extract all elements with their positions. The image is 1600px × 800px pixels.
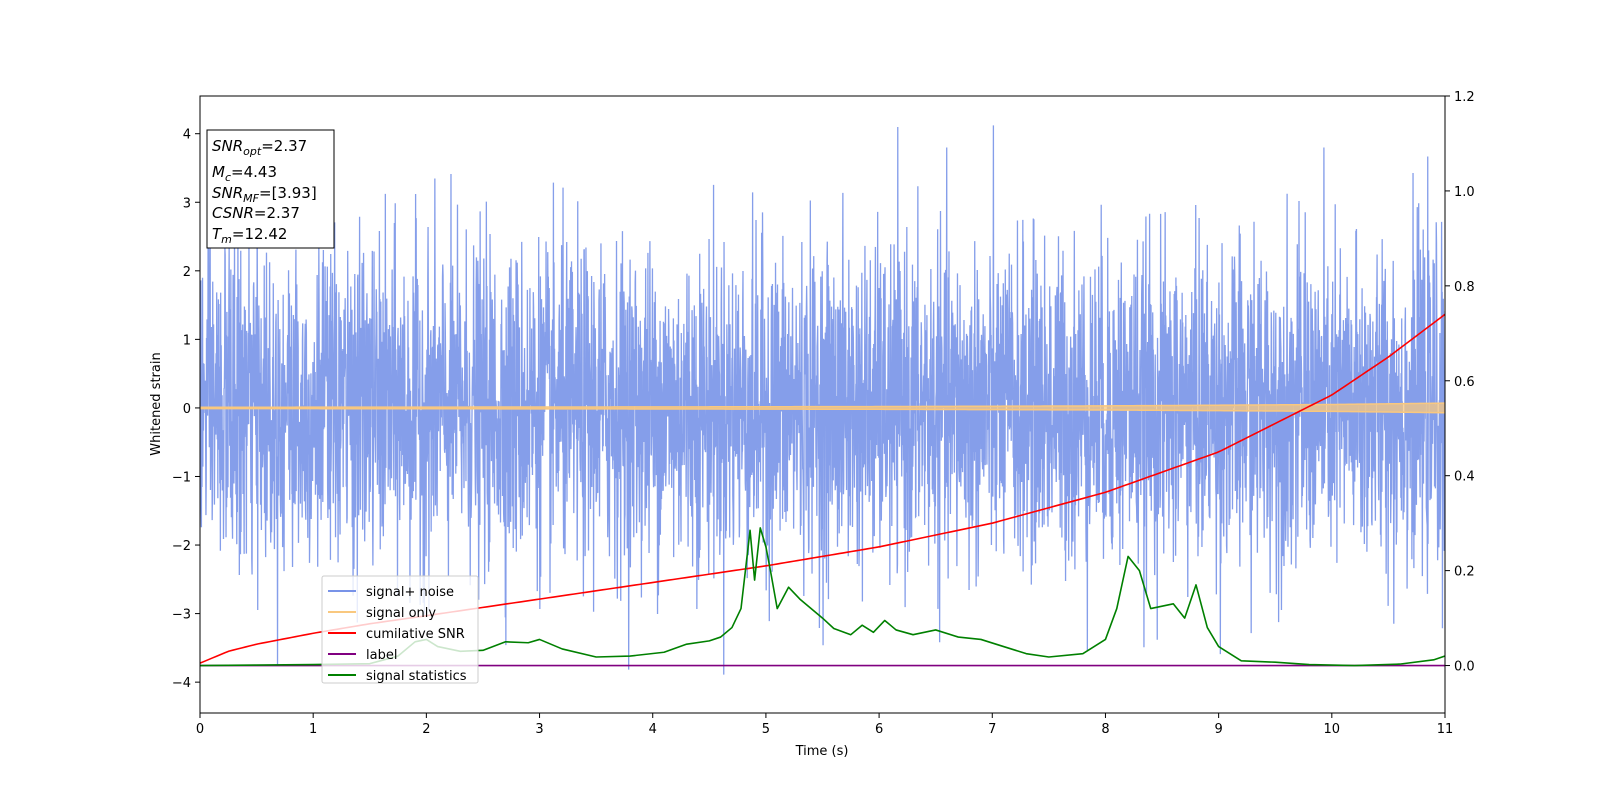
x-tick-label: 3 <box>535 722 543 737</box>
y-tick-label: −3 <box>172 608 191 623</box>
legend: signal+ noise signal only cumilative SNR la… <box>321 575 479 684</box>
series-line-signal-statistics <box>200 527 1445 667</box>
info-tm-sub: m <box>221 233 232 246</box>
legend-label-label: label <box>366 648 397 663</box>
x-tick-label: 1 <box>309 722 317 737</box>
info-snr-mf-base: SNR <box>212 184 243 202</box>
y2-tick-label: 0.0 <box>1454 660 1475 675</box>
x-tick-label: 11 <box>1437 722 1454 737</box>
y-tick-label: 4 <box>183 128 191 143</box>
info-tm-value: =12.42 <box>232 225 288 243</box>
info-csnr: CSNR=2.37 <box>212 204 300 222</box>
y2-axis-ticks: 0.0 0.2 0.4 0.6 0.8 1.0 1.2 <box>1445 90 1475 675</box>
y-tick-label: 1 <box>183 333 191 348</box>
info-snr-opt-base: SNR <box>212 137 243 155</box>
y-tick-label: −4 <box>172 676 191 691</box>
legend-label-signal-only: signal only <box>366 606 436 621</box>
x-tick-label: 5 <box>762 722 770 737</box>
info-mc-sub: c <box>225 171 231 184</box>
y2-tick-label: 0.6 <box>1454 375 1475 390</box>
info-tm-base: T <box>212 225 223 243</box>
info-mc-value: =4.43 <box>231 163 277 181</box>
x-tick-label: 8 <box>1101 722 1109 737</box>
y-axis-label: Whitened strain <box>149 352 164 455</box>
y2-tick-label: 1.0 <box>1454 185 1475 200</box>
y2-tick-label: 0.4 <box>1454 470 1475 485</box>
y-tick-label: 0 <box>183 402 191 417</box>
y-tick-label: 3 <box>183 196 191 211</box>
x-tick-label: 2 <box>422 722 430 737</box>
info-snr-opt-sub: opt <box>243 145 262 158</box>
info-snr-mf-sub: MF <box>243 192 259 205</box>
info-mc-base: M <box>212 163 225 181</box>
series-line-signal-noise <box>200 125 1445 675</box>
info-box: SNRopt=2.37 Mc=4.43 SNRMF=[3.93] CSNR=2.… <box>206 129 335 249</box>
y-tick-label: −2 <box>172 539 191 554</box>
y-tick-label: 2 <box>183 265 191 280</box>
y2-tick-label: 0.2 <box>1454 565 1475 580</box>
y2-tick-label: 0.8 <box>1454 280 1475 295</box>
y-tick-label: −1 <box>172 470 191 485</box>
x-tick-label: 4 <box>649 722 657 737</box>
x-axis-ticks: 0 1 2 3 4 5 6 7 8 9 10 11 <box>196 713 1453 737</box>
legend-label-signal-statistics: signal statistics <box>366 669 467 684</box>
info-snr-opt: SNRopt=2.37 <box>212 137 307 158</box>
x-tick-label: 10 <box>1324 722 1341 737</box>
y2-tick-label: 1.2 <box>1454 90 1475 105</box>
series-line-signal-only <box>200 402 1445 414</box>
x-tick-label: 0 <box>196 722 204 737</box>
axes-frame <box>199 95 1446 714</box>
legend-items: signal+ noise signal only cumilative SNR la… <box>328 585 467 684</box>
info-snr-mf-value: =[3.93] <box>259 184 317 202</box>
y-axis-ticks: −4 −3 −2 −1 0 1 2 3 4 <box>172 128 200 691</box>
info-tm: Tm=12.42 <box>212 225 287 246</box>
legend-label-signal-noise: signal+ noise <box>366 585 454 600</box>
info-snr-opt-value: =2.37 <box>261 137 307 155</box>
x-tick-label: 6 <box>875 722 883 737</box>
legend-label-cumilative-snr: cumilative SNR <box>366 627 465 642</box>
info-snr-mf: SNRMF=[3.93] <box>212 184 317 205</box>
x-tick-label: 7 <box>988 722 996 737</box>
info-box-frame <box>206 129 335 249</box>
info-csnr-value: =2.37 <box>254 204 300 222</box>
legend-frame <box>321 575 479 684</box>
x-axis-label: Time (s) <box>795 744 849 759</box>
x-tick-label: 9 <box>1214 722 1222 737</box>
info-csnr-base: CSNR <box>212 204 254 222</box>
info-mc: Mc=4.43 <box>212 163 277 184</box>
